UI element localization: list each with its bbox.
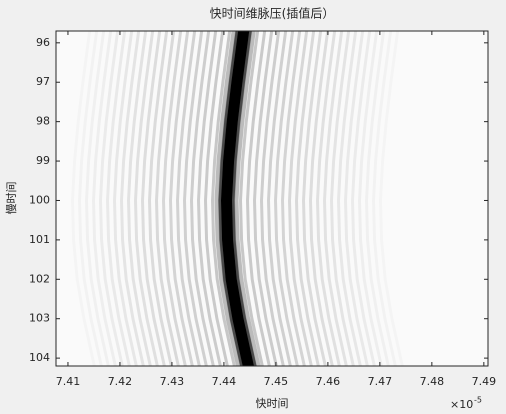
y-tick-label: 99 <box>36 154 50 167</box>
ripple <box>120 31 145 366</box>
x-tick-label: 7.49 <box>472 375 497 388</box>
ripple <box>302 31 327 366</box>
ripple <box>106 31 131 366</box>
ripple <box>127 31 152 366</box>
ripple <box>316 31 341 366</box>
x-tick-label: 7.41 <box>56 375 81 388</box>
ripple <box>365 31 390 366</box>
ripple <box>330 31 355 366</box>
x-tick-label: 7.42 <box>108 375 133 388</box>
ripple <box>162 31 187 366</box>
ripple <box>239 31 264 366</box>
ripple <box>344 31 369 366</box>
chart-title: 快时间维脉压(插值后） <box>210 6 335 21</box>
ripple <box>197 31 222 366</box>
ripple <box>274 31 299 366</box>
ripple <box>337 31 362 366</box>
y-axis-label: 慢时间 <box>5 182 18 215</box>
x-tick-label: 7.47 <box>368 375 393 388</box>
x-axis-label: 快时间 <box>256 397 289 410</box>
y-tick-label: 96 <box>36 36 50 49</box>
image <box>85 31 390 366</box>
ripple <box>358 31 383 366</box>
ripple <box>260 31 285 366</box>
ridge <box>221 31 255 366</box>
ripple <box>288 31 313 366</box>
ripple <box>169 31 194 366</box>
x-tick-label: 7.46 <box>316 375 341 388</box>
ripple <box>281 31 306 366</box>
y-tick-label: 102 <box>29 272 50 285</box>
ripple <box>309 31 334 366</box>
y-tick-label: 101 <box>29 233 50 246</box>
ripple <box>246 31 271 366</box>
ripple <box>155 31 180 366</box>
ripple <box>204 31 229 366</box>
ripple <box>253 31 278 366</box>
ripple <box>92 31 117 366</box>
ripple <box>295 31 320 366</box>
ripple <box>141 31 166 366</box>
ripple <box>190 31 215 366</box>
y-tick-label: 98 <box>36 115 50 128</box>
x-tick-label: 7.43 <box>160 375 185 388</box>
x-tick-label: 7.44 <box>212 375 237 388</box>
ripple <box>211 31 236 366</box>
y-tick-label: 97 <box>36 75 50 88</box>
ripple <box>267 31 292 366</box>
x-tick-label: 7.45 <box>264 375 289 388</box>
ripple <box>323 31 348 366</box>
ripple <box>134 31 159 366</box>
y-tick-label: 103 <box>29 312 50 325</box>
ripple <box>85 31 110 366</box>
x-exponent: -5 <box>474 396 482 405</box>
ripple <box>148 31 173 366</box>
plot-area <box>56 31 488 366</box>
ripple <box>113 31 138 366</box>
ripple <box>176 31 201 366</box>
axes-box <box>55 30 489 367</box>
ripple <box>351 31 376 366</box>
ripple <box>183 31 208 366</box>
y-tick-label: 104 <box>29 351 50 364</box>
y-tick-label: 100 <box>29 193 50 206</box>
ripple <box>99 31 124 366</box>
x-multiplier: ×10 <box>450 398 473 411</box>
x-tick-label: 7.48 <box>420 375 445 388</box>
